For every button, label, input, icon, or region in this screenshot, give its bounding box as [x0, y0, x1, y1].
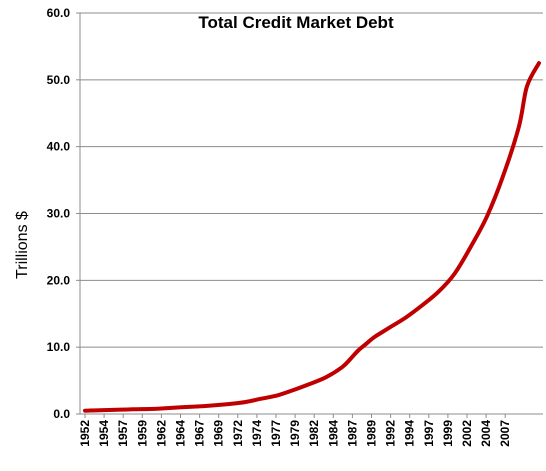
data-point — [325, 376, 327, 379]
data-point — [261, 397, 263, 400]
data-point — [365, 343, 368, 345]
data-point — [357, 349, 360, 352]
axes — [79, 13, 543, 415]
data-point — [389, 326, 392, 328]
x-tick-labels: 1952 1954 1957 1959 1962 1964 1967 1969 1972 1974… — [78, 414, 512, 447]
x-tick-label: 1992 — [384, 420, 398, 447]
data-point — [538, 62, 540, 64]
data-point — [132, 408, 134, 411]
x-tick-label: 2004 — [479, 420, 493, 447]
x-tick-label: 1989 — [365, 420, 379, 447]
x-tick-label: 1952 — [78, 420, 92, 447]
data-point — [437, 290, 440, 293]
data-point — [180, 406, 183, 409]
x-tick-label: 1964 — [174, 420, 188, 447]
x-tick-label: 1962 — [154, 420, 168, 447]
data-point — [228, 403, 231, 405]
x-tick-label: 1957 — [116, 420, 130, 447]
x-tick-label: 1979 — [288, 420, 302, 447]
data-point — [84, 409, 86, 412]
y-tick-label: 60.0 — [47, 6, 71, 20]
y-tick-label: 10.0 — [47, 340, 71, 354]
data-point — [486, 216, 488, 218]
y-axis-title: Trillions $ — [14, 211, 31, 279]
data-point — [108, 409, 110, 411]
data-point — [156, 407, 159, 410]
x-tick-label: 2002 — [460, 420, 474, 447]
x-tick-label: 1969 — [212, 420, 226, 447]
y-tick-label: 40.0 — [47, 140, 71, 154]
x-tick-label: 1987 — [345, 420, 359, 447]
data-point — [526, 85, 528, 88]
data-point — [421, 304, 424, 306]
x-tick-label: 1982 — [307, 420, 321, 447]
x-tick-label: 1974 — [250, 420, 264, 447]
data-point — [277, 394, 279, 397]
y-tick-label: 0.0 — [53, 407, 70, 421]
data-point — [373, 336, 376, 338]
data-point — [405, 316, 408, 318]
chart-title: Total Credit Market Debt — [198, 13, 394, 32]
data-point — [349, 358, 352, 361]
y-tick-labels: 0.0 10.0 20.0 30.0 40.0 50.0 60.0 — [47, 6, 71, 421]
x-tick-label: 1999 — [441, 420, 455, 447]
data-series — [83, 61, 541, 413]
data-point — [469, 246, 472, 248]
data-point — [204, 405, 207, 407]
x-tick-label: 1984 — [326, 420, 340, 447]
data-point — [453, 272, 456, 275]
data-point — [293, 389, 295, 391]
gridlines — [76, 12, 543, 415]
y-tick-label: 30.0 — [47, 207, 71, 221]
data-point — [309, 383, 311, 385]
data-point — [502, 175, 504, 178]
data-point — [341, 366, 343, 369]
data-point — [244, 401, 247, 403]
x-tick-label: 1994 — [403, 420, 417, 447]
y-tick-label: 20.0 — [47, 273, 71, 287]
x-tick-label: 1972 — [231, 420, 245, 447]
x-tick-label: 1954 — [97, 420, 111, 447]
x-tick-label: 1959 — [135, 420, 149, 447]
x-tick-label: 1967 — [193, 420, 207, 447]
y-tick-label: 50.0 — [47, 73, 71, 87]
data-point — [518, 125, 520, 128]
x-tick-label: 1977 — [269, 420, 283, 447]
x-tick-label: 1997 — [422, 420, 436, 447]
x-tick-label: 2007 — [498, 420, 512, 447]
